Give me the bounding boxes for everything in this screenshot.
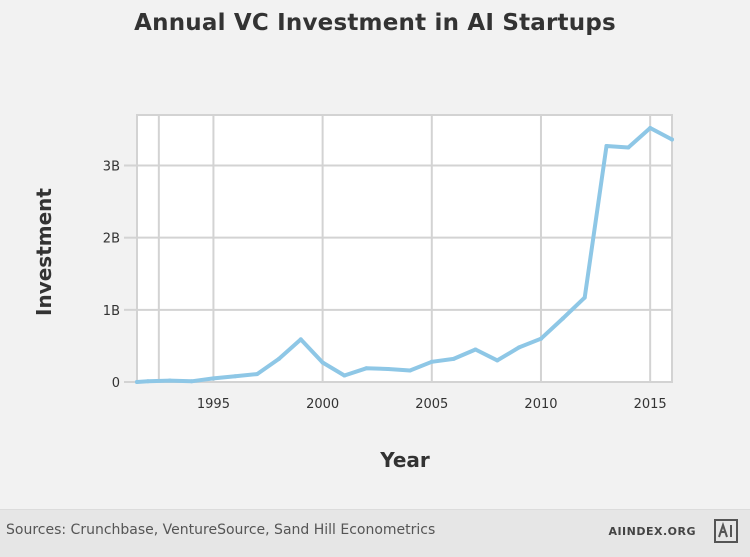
data-point xyxy=(670,137,674,142)
x-tick-label: 2005 xyxy=(415,397,448,412)
data-point xyxy=(407,368,412,373)
x-axis-ticks: 1995 2000 2005 2010 2015 xyxy=(197,397,667,412)
data-point xyxy=(233,374,238,379)
data-point xyxy=(211,376,216,381)
x-tick-label: 2010 xyxy=(524,397,557,412)
data-point xyxy=(451,356,456,361)
plot-frame xyxy=(136,114,673,383)
x-tick-label: 2015 xyxy=(634,397,667,412)
brand-link[interactable]: AIINDEX.ORG xyxy=(608,525,696,538)
data-point xyxy=(582,295,587,300)
data-point xyxy=(604,144,609,149)
y-axis-label: Investment xyxy=(32,188,56,316)
y-tick-label: 3B xyxy=(103,160,120,175)
chart-title: Annual VC Investment in AI Startups xyxy=(134,10,616,36)
x-tick-label: 1995 xyxy=(197,397,230,412)
data-point xyxy=(298,337,303,342)
data-point xyxy=(386,367,391,372)
sources-text: Sources: Crunchbase, VentureSource, Sand… xyxy=(6,522,436,538)
data-point xyxy=(648,125,653,130)
data-point xyxy=(342,373,347,378)
data-point xyxy=(495,358,500,363)
x-tick-label: 2000 xyxy=(306,397,339,412)
grid-lines xyxy=(136,114,673,383)
y-axis-ticks: 0 1B 2B 3B xyxy=(103,160,137,391)
data-point xyxy=(320,360,325,365)
ai-index-logo-icon xyxy=(714,519,738,543)
data-point xyxy=(145,379,150,384)
data-point xyxy=(167,378,172,383)
y-tick-label: 2B xyxy=(103,232,120,247)
data-point xyxy=(255,372,260,377)
data-point xyxy=(135,380,139,384)
y-tick-label: 1B xyxy=(103,304,120,319)
data-point xyxy=(626,145,631,150)
data-point xyxy=(189,379,194,384)
series-group xyxy=(135,125,674,384)
series-line xyxy=(135,126,674,384)
data-point xyxy=(473,347,478,352)
y-tick-label: 0 xyxy=(112,376,120,391)
data-point xyxy=(517,345,522,350)
plot-area xyxy=(137,115,672,382)
x-axis-label: Year xyxy=(379,448,430,472)
data-point xyxy=(429,359,434,364)
data-point xyxy=(364,366,369,371)
data-point xyxy=(276,356,281,361)
data-point xyxy=(538,336,543,341)
footer: Sources: Crunchbase, VentureSource, Sand… xyxy=(0,509,750,557)
data-point xyxy=(560,316,565,321)
